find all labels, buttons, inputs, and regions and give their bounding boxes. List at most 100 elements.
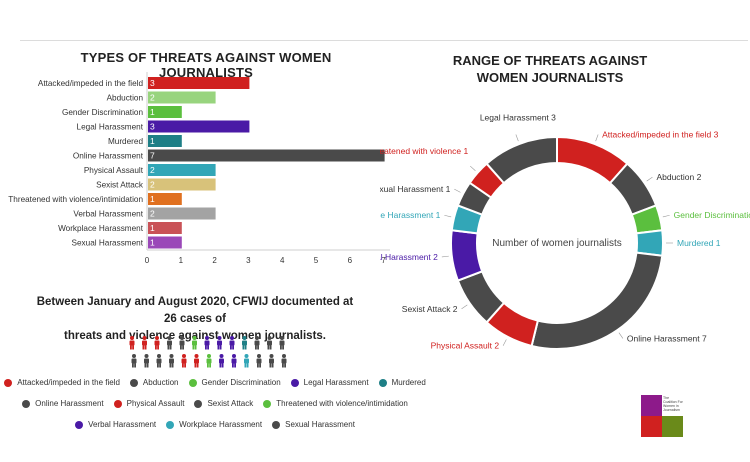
logo-block <box>662 395 683 416</box>
donut-chart-title: RANGE OF THREATS AGAINST WOMEN JOURNALIS… <box>440 52 660 86</box>
bar-value-label: 1 <box>150 107 155 117</box>
x-tick-label: 4 <box>280 256 285 265</box>
donut-slice-label: Workplace Harassment 1 <box>380 210 441 220</box>
bar <box>148 77 250 89</box>
top-divider <box>20 40 748 41</box>
bar-value-label: 2 <box>150 93 155 103</box>
bar-value-label: 7 <box>150 151 155 161</box>
legend-item: Sexist Attack <box>194 399 253 408</box>
person-icon <box>167 336 172 350</box>
person-icon <box>204 336 210 350</box>
bar-category-label: Legal Harassment <box>77 123 144 132</box>
legend-dot <box>75 420 84 429</box>
person-icon <box>206 354 212 368</box>
bar-category-label: Verbal Harassment <box>73 210 143 219</box>
donut-slice <box>485 135 558 185</box>
donut-slice-label: Sexual Harassment 1 <box>380 184 451 194</box>
donut-slice-label: Threatened with violence 1 <box>380 146 468 156</box>
person-icon <box>179 336 185 350</box>
legend-item: Physical Assault <box>113 399 185 408</box>
bar-value-label: 3 <box>150 122 155 132</box>
person-icon <box>131 354 137 368</box>
legend-dot <box>22 399 31 408</box>
donut-slice-label: Sexist Attack 2 <box>402 304 458 314</box>
person-icon <box>256 354 262 368</box>
legend-dot <box>290 378 299 387</box>
x-tick-label: 3 <box>246 256 251 265</box>
person-icon <box>154 336 160 350</box>
bar <box>148 236 182 249</box>
legend-label: Attacked/impeded in the field <box>17 378 120 387</box>
donut-center-label: Number of women journalists <box>492 238 622 249</box>
bar-value-label: 1 <box>150 136 155 146</box>
donut-chart: Number of women journalists Attacked/impe… <box>380 113 750 351</box>
legend-row: Online Harassment Physical Assault Sexist … <box>22 399 408 408</box>
bar-category-label: Threatened with violence/intimidation <box>8 195 143 204</box>
donut-slice-label: Verbal Harassment 2 <box>380 252 438 262</box>
x-tick-label: 0 <box>145 256 150 265</box>
bar <box>148 164 216 176</box>
donut-slice-label: Attacked/impeded in the field 3 <box>602 130 719 140</box>
logo-block <box>641 395 662 416</box>
bar-category-label: Abduction <box>107 94 144 103</box>
bar <box>148 106 182 118</box>
bar-value-label: 1 <box>150 238 155 248</box>
bar-category-label: Attacked/impeded in the field <box>38 79 144 88</box>
bar-value-label: 1 <box>150 194 155 204</box>
legend-label: Gender Discrimination <box>201 378 281 387</box>
pictogram <box>129 336 287 368</box>
legend-label: Threatened with violence/intimidation <box>276 399 408 408</box>
x-tick-label: 2 <box>212 256 217 265</box>
legend-item: Workplace Harassment <box>166 420 262 429</box>
donut-leader-line <box>461 304 468 310</box>
person-icon <box>156 354 162 368</box>
person-icon <box>267 336 272 350</box>
logo-block <box>662 416 683 437</box>
legend-label: Abduction <box>142 378 179 387</box>
legend-label: Workplace Harassment <box>179 420 263 429</box>
legend-item: Abduction <box>129 378 179 387</box>
person-icon <box>281 354 287 368</box>
legend-label: Legal Harassment <box>303 378 369 387</box>
x-tick-label: 5 <box>314 256 319 265</box>
legend-item: Legal Harassment <box>290 378 369 387</box>
bar-category-label: Sexist Attack <box>96 181 144 190</box>
legend-item: Sexual Harassment <box>272 420 355 429</box>
legend-dot <box>194 399 203 408</box>
person-icon <box>194 354 199 368</box>
donut-slice-label: Physical Assault 2 <box>431 341 500 351</box>
bar-category-label: Physical Assault <box>84 166 144 175</box>
person-icon <box>269 354 274 368</box>
donut-leader-line <box>515 134 519 142</box>
donut-leader-line <box>441 255 449 258</box>
legend-dot <box>166 420 175 429</box>
legend-item: Murdered <box>378 378 426 387</box>
bar-value-label: 1 <box>150 223 155 233</box>
legend-label: Physical Assault <box>126 399 185 408</box>
logo-block <box>641 416 662 437</box>
x-tick-label: 6 <box>348 256 353 265</box>
legend-item: Verbal Harassment <box>75 420 156 429</box>
x-tick-label: 1 <box>179 256 184 265</box>
bar <box>148 178 216 191</box>
person-icon <box>169 354 174 368</box>
summary-line2: threats and violence against women journ… <box>63 330 326 342</box>
donut-leader-line <box>618 332 624 339</box>
legend-dot <box>129 378 138 387</box>
donut-title-line2: WOMEN JOURNALISTS <box>476 70 624 85</box>
legend-label: Murdered <box>391 378 426 387</box>
legend-label: Verbal Harassment <box>88 420 157 429</box>
legend-item: Threatened with violence/intimidation <box>263 399 408 408</box>
bar-value-label: 2 <box>150 209 155 219</box>
bar-category-label: Sexual Harassment <box>72 239 144 248</box>
person-icon <box>231 354 237 368</box>
bar <box>148 120 250 133</box>
bar <box>148 91 216 104</box>
person-icon <box>244 354 249 368</box>
bar <box>148 193 182 205</box>
legend-item: Online Harassment <box>22 399 104 408</box>
donut-leader-line <box>646 176 653 182</box>
donut-leader-line <box>444 214 452 218</box>
person-icon <box>144 354 149 368</box>
bar-value-label: 2 <box>150 180 155 190</box>
